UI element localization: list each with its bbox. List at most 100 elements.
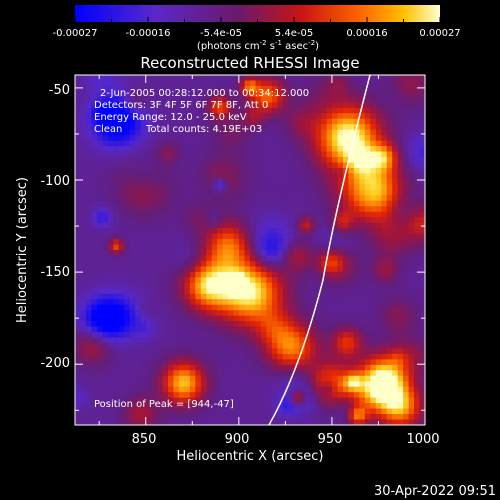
heatmap-cell xyxy=(217,189,224,196)
heatmap-cell xyxy=(403,337,409,344)
heatmap-cell xyxy=(293,124,300,131)
heatmap-cell xyxy=(189,151,196,158)
heatmap-cell xyxy=(211,228,218,234)
heatmap-cell xyxy=(408,146,415,152)
heatmap-cell xyxy=(151,277,158,284)
heatmap-cell xyxy=(353,255,360,262)
heatmap-cell xyxy=(266,310,273,317)
heatmap-cell xyxy=(326,118,333,125)
heatmap-cell xyxy=(118,403,125,409)
heatmap-cell xyxy=(85,107,92,114)
heatmap-cell xyxy=(299,91,306,98)
heatmap-cell xyxy=(381,392,388,399)
heatmap-cell xyxy=(91,293,98,300)
heatmap-cell xyxy=(293,348,300,355)
heatmap-cell xyxy=(184,392,191,399)
heatmap-cell xyxy=(260,370,267,377)
heatmap-cell xyxy=(107,217,114,224)
heatmap-cell xyxy=(140,135,147,142)
heatmap-cell xyxy=(184,195,191,202)
heatmap-cell xyxy=(299,200,306,207)
heatmap-cell xyxy=(85,282,92,289)
heatmap-cell xyxy=(80,403,87,409)
heatmap-cell xyxy=(228,288,234,295)
heatmap-cell xyxy=(342,75,349,81)
heatmap-cell xyxy=(233,91,240,98)
heatmap-cell xyxy=(370,266,377,273)
heatmap-cell xyxy=(419,414,425,420)
heatmap-cell xyxy=(211,217,218,224)
heatmap-cell xyxy=(348,118,355,125)
heatmap-cell xyxy=(167,233,174,240)
heatmap-cell xyxy=(135,222,142,229)
heatmap-cell xyxy=(233,173,240,180)
heatmap-cell xyxy=(135,107,142,114)
heatmap-cell xyxy=(124,195,131,202)
heatmap-cell xyxy=(299,107,306,114)
heatmap-cell xyxy=(184,124,191,131)
heatmap-cell xyxy=(310,102,317,109)
heatmap-cell xyxy=(167,260,174,267)
heatmap-cell xyxy=(310,135,317,142)
heatmap-cell xyxy=(381,124,388,131)
heatmap-cell xyxy=(397,151,404,158)
heatmap-cell xyxy=(277,195,284,202)
heatmap-cell xyxy=(293,277,300,284)
heatmap-cell xyxy=(386,293,393,300)
heatmap-cell xyxy=(326,332,333,338)
heatmap-cell xyxy=(293,359,300,366)
heatmap-cell xyxy=(250,315,256,322)
heatmap-cell xyxy=(288,299,295,306)
heatmap-cell xyxy=(408,129,415,136)
heatmap-cell xyxy=(244,206,251,213)
heatmap-cell xyxy=(419,135,425,142)
heatmap-cell xyxy=(332,157,338,163)
heatmap-cell xyxy=(288,342,295,349)
heatmap-cell xyxy=(162,113,169,120)
heatmap-cell xyxy=(184,299,191,306)
heatmap-cell xyxy=(403,151,409,158)
heatmap-cell xyxy=(364,75,371,81)
heatmap-cell xyxy=(162,271,169,278)
heatmap-cell xyxy=(140,310,147,317)
heatmap-cell xyxy=(135,173,142,180)
heatmap-cell xyxy=(255,359,262,366)
heatmap-cell xyxy=(348,375,355,382)
heatmap-cell xyxy=(419,195,425,202)
heatmap-cell xyxy=(162,370,169,377)
heatmap-cell xyxy=(75,381,81,388)
heatmap-cell xyxy=(392,348,399,355)
heatmap-cell xyxy=(113,200,120,207)
heatmap-cell xyxy=(124,370,131,377)
heatmap-cell xyxy=(239,299,245,306)
heatmap-cell xyxy=(200,91,207,98)
heatmap-cell xyxy=(211,392,218,399)
heatmap-cell xyxy=(386,414,393,420)
heatmap-cell xyxy=(75,282,81,289)
heatmap-cell xyxy=(414,151,420,158)
heatmap-cell xyxy=(342,315,349,322)
heatmap-cell xyxy=(118,359,125,366)
heatmap-cell xyxy=(282,85,289,92)
heatmap-cell xyxy=(178,332,185,338)
heatmap-cell xyxy=(184,370,191,377)
heatmap-cell xyxy=(403,91,409,98)
heatmap-cell xyxy=(206,244,213,251)
heatmap-cell xyxy=(239,386,245,393)
heatmap-cell xyxy=(326,288,333,295)
heatmap-cell xyxy=(118,397,125,404)
heatmap-cell xyxy=(173,157,180,163)
heatmap-cell xyxy=(326,359,333,366)
heatmap-cell xyxy=(271,250,278,256)
heatmap-cell xyxy=(266,321,273,327)
heatmap-cell xyxy=(266,288,273,295)
heatmap-cell xyxy=(337,342,344,349)
heatmap-cell xyxy=(206,146,213,152)
heatmap-cell xyxy=(102,178,109,185)
heatmap-cell xyxy=(364,85,371,92)
heatmap-cell xyxy=(299,293,306,300)
heatmap-cell xyxy=(135,260,142,267)
heatmap-cell xyxy=(277,315,284,322)
heatmap-cell xyxy=(233,228,240,234)
heatmap-cell xyxy=(217,392,224,399)
